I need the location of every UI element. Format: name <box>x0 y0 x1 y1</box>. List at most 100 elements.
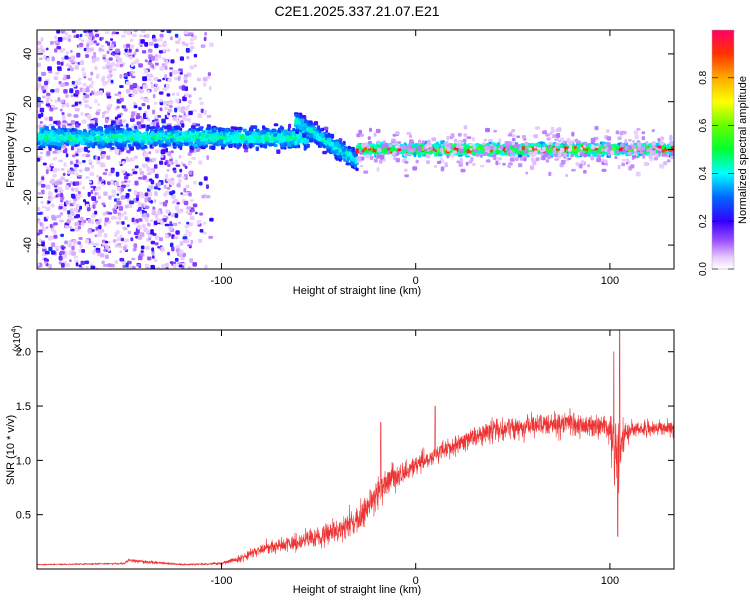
spectrogram-cell <box>294 113 298 117</box>
spectrogram-cell <box>189 65 194 70</box>
spectrogram-cell <box>114 146 118 151</box>
spectrogram-cell <box>102 114 105 119</box>
spectrogram-cell <box>61 144 67 149</box>
spectrogram-cell <box>84 88 90 93</box>
spectrogram-cell <box>43 257 48 262</box>
spectrogram-cell <box>305 138 309 143</box>
spectrogram-cell <box>194 64 197 68</box>
spectrogram-cell <box>117 57 123 63</box>
spectrogram-cell <box>87 229 91 233</box>
spectrogram-cell <box>153 102 158 105</box>
spectrogram-cell <box>127 180 132 184</box>
spectrogram-cell <box>105 127 111 132</box>
spectrogram-cell <box>179 168 183 173</box>
spectrogram-cell <box>178 253 183 258</box>
spectrogram-cell <box>128 48 132 53</box>
spectrogram-cell <box>175 164 181 167</box>
spectrogram-cell <box>178 115 183 118</box>
spectrogram-cell <box>52 167 58 173</box>
spectrogram-cell <box>200 108 204 113</box>
spectrogram-cell <box>170 194 176 199</box>
spectrogram-cell <box>151 250 155 255</box>
spectrogram-cell <box>40 200 44 205</box>
spectrogram-cell <box>140 250 144 253</box>
spectrogram-cell <box>129 139 133 144</box>
spectrogram-cell <box>134 180 139 186</box>
spectrogram-cell <box>202 222 207 225</box>
spectrogram-cell <box>117 212 122 216</box>
spectrogram-cell <box>111 31 116 35</box>
spectrogram-cell <box>185 47 190 53</box>
spectrogram-cell <box>170 242 174 248</box>
spectrogram-cell <box>147 105 150 110</box>
spectrogram-cell <box>90 47 94 52</box>
spectrogram-cell <box>111 194 116 197</box>
spectrogram-cell <box>165 190 170 195</box>
spectrogram-cell <box>176 201 180 205</box>
spectrogram-cell <box>161 63 166 67</box>
spectrogram-cell <box>101 48 105 52</box>
spectrogram-cell <box>345 162 350 166</box>
spectrogram-cell <box>189 41 194 46</box>
spectrogram-cell <box>346 156 350 161</box>
spectrogram-cell <box>157 79 162 82</box>
spectrogram-cell <box>87 77 93 81</box>
spectrogram-cell <box>191 209 195 213</box>
spectrogram-cell <box>161 57 166 60</box>
spectrogram-cell <box>213 127 217 131</box>
spectrogram-cell <box>132 83 138 88</box>
spectrogram-cell <box>173 236 179 240</box>
spectrogram-cell <box>91 196 97 201</box>
spectrogram-cell <box>48 70 53 74</box>
spectrogram-cell <box>73 215 79 219</box>
spectrogram-cell <box>162 144 168 148</box>
spectrogram-cell <box>111 126 117 129</box>
spectrogram-cell <box>120 213 124 217</box>
spectrogram-cell <box>37 138 40 143</box>
spectrogram-cell <box>92 204 96 209</box>
spectrogram-cell <box>85 54 89 58</box>
spectrogram-cell <box>75 153 79 157</box>
spectrogram-cell <box>192 262 197 267</box>
spectrogram-cell <box>125 140 131 143</box>
spectrogram-cell <box>164 74 167 79</box>
spectrogram-cell <box>82 160 86 163</box>
spectrogram-cell <box>162 77 165 81</box>
spectrogram-cell <box>52 136 57 140</box>
spectrogram-cell <box>107 240 111 244</box>
spectrogram-cell <box>196 220 202 223</box>
spectrogram-cell <box>138 176 143 180</box>
spectrogram-cell <box>94 187 98 192</box>
spectrogram-cell <box>159 99 163 103</box>
spectrogram-cell <box>153 164 158 169</box>
spectrogram-cell <box>315 141 320 145</box>
spectrogram-cell <box>165 147 168 153</box>
spectrogram-cell <box>139 34 144 38</box>
spectrogram-cell <box>313 131 318 135</box>
spectrogram-cell <box>260 134 265 139</box>
spectrogram-cell <box>62 172 66 176</box>
spectrogram-cell <box>142 84 148 89</box>
spectrogram-cell <box>67 243 70 248</box>
spectrogram-cell <box>75 34 80 38</box>
spectrogram-cell <box>75 89 80 95</box>
spectrogram-cell <box>209 217 214 222</box>
spectrogram-cell <box>107 212 113 215</box>
spectrogram-cell <box>56 215 62 219</box>
spectrogram-cell <box>151 64 155 69</box>
spectrogram-cell <box>174 107 178 113</box>
spectrogram-cell <box>86 207 91 212</box>
spectrogram-cell <box>101 151 106 155</box>
spectrogram-cell <box>104 217 110 223</box>
spectrogram-cell <box>178 155 182 159</box>
spectrogram-cell <box>336 141 339 146</box>
spectrogram-cell <box>58 159 63 163</box>
spectrogram-cell <box>123 30 127 34</box>
spectrogram-cell <box>53 40 59 44</box>
spectrogram-cell <box>86 201 90 205</box>
spectrogram-cell <box>77 241 81 245</box>
spectrogram-cell <box>111 52 115 56</box>
spectrogram-cell <box>227 144 232 147</box>
spectrogram-cell <box>144 192 149 197</box>
spectrogram-cell <box>322 150 327 155</box>
